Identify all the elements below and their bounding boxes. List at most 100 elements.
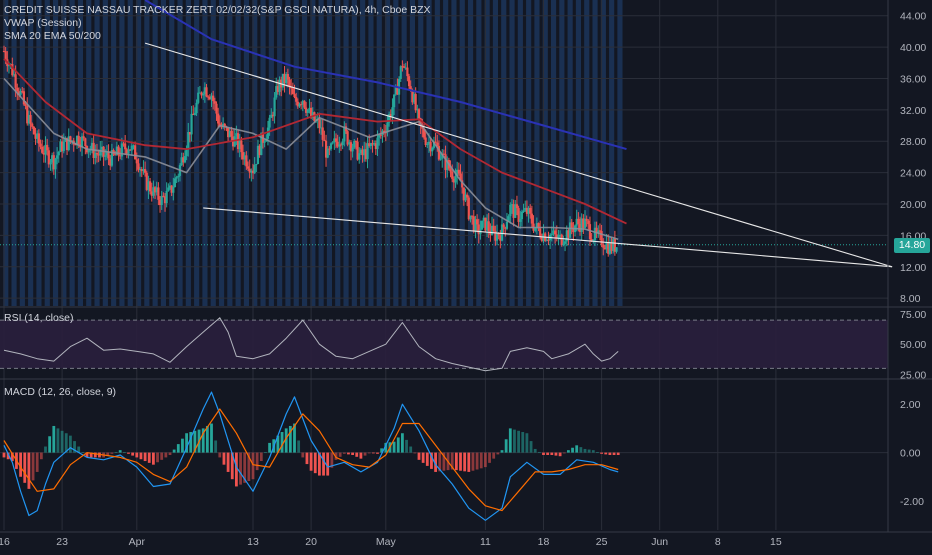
candle-body	[386, 122, 389, 133]
candle-body	[313, 112, 316, 122]
session-band	[418, 0, 424, 306]
candle-body	[107, 152, 110, 159]
candle-body	[449, 168, 452, 172]
macd-histogram-bar	[442, 452, 446, 471]
time-tick-label: 11	[480, 536, 491, 548]
macd-histogram-bar	[181, 438, 184, 453]
candle-body	[363, 149, 366, 156]
candle-body	[401, 66, 404, 68]
ma-legend[interactable]: SMA 20 EMA 50/200	[4, 30, 101, 42]
symbol-title[interactable]: CREDIT SUISSE NASSAU TRACKER ZERT 02/02/…	[4, 4, 431, 16]
macd-histogram-bar	[496, 452, 500, 455]
candle-body	[500, 224, 504, 241]
macd-histogram-bar	[463, 452, 467, 472]
candle-body	[464, 194, 467, 201]
session-band	[169, 0, 175, 306]
macd-histogram-bar	[268, 442, 271, 453]
macd-histogram-bar	[235, 452, 238, 487]
session-band	[409, 0, 416, 306]
session-band	[550, 0, 557, 306]
session-band	[310, 0, 316, 306]
candle-body	[117, 146, 120, 156]
candle-body	[612, 239, 615, 251]
candle-body	[213, 101, 216, 104]
macd-histogram-bar	[612, 452, 616, 455]
candle-body	[552, 230, 555, 234]
candle-body	[147, 181, 150, 190]
candle-body	[512, 204, 515, 218]
macd-histogram-bar	[616, 452, 620, 455]
price-tick-label: 36.00	[900, 73, 926, 85]
macd-tick-label: 0.00	[900, 448, 921, 460]
macd-histogram-bar	[430, 452, 433, 469]
price-tick-label: 32.00	[900, 105, 926, 117]
candle-body	[389, 114, 392, 118]
candle-body	[358, 153, 361, 160]
candle-body	[291, 88, 294, 95]
session-band	[617, 0, 623, 306]
candle-body	[57, 151, 60, 156]
macd-histogram-bar	[226, 452, 230, 472]
macd-histogram-bar	[513, 429, 516, 453]
candle-body	[349, 142, 353, 152]
macd-histogram-bar	[251, 452, 255, 480]
candle-body	[378, 134, 381, 138]
session-band	[467, 0, 474, 306]
candle-body	[457, 169, 460, 174]
candle-body	[139, 169, 142, 171]
candle-body	[134, 145, 137, 160]
candle-body	[160, 195, 163, 206]
candle-body	[251, 170, 255, 174]
candle-body	[379, 134, 382, 136]
candle-body	[278, 79, 281, 92]
macd-histogram-bar	[10, 452, 14, 462]
session-band	[36, 0, 42, 306]
candle-body	[100, 146, 104, 150]
candle-body	[414, 94, 417, 111]
candle-body	[271, 114, 275, 117]
macd-legend[interactable]: MACD (12, 26, close, 9)	[4, 386, 117, 398]
session-band	[293, 0, 299, 306]
candle-body	[12, 74, 16, 76]
macd-histogram-bar	[367, 452, 371, 454]
candle-body	[319, 127, 323, 129]
price-tick-label: 12.00	[900, 262, 926, 274]
rsi-legend[interactable]: RSI (14, close)	[4, 312, 74, 324]
macd-histogram-bar	[359, 452, 363, 459]
candle-body	[163, 196, 167, 204]
macd-histogram-bar	[454, 452, 458, 471]
candle-body	[505, 221, 509, 229]
macd-histogram-bar	[334, 452, 338, 460]
candle-body	[162, 195, 165, 197]
candle-body	[305, 107, 308, 113]
candle-body	[504, 227, 507, 229]
candle-body	[412, 94, 416, 103]
candle-body	[241, 152, 245, 160]
vwap-legend[interactable]: VWAP (Session)	[4, 17, 82, 29]
candle-body	[560, 234, 563, 246]
macd-histogram-bar	[558, 452, 562, 457]
candle-body	[87, 150, 90, 153]
time-tick-label: 18	[538, 536, 550, 548]
candle-body	[572, 228, 575, 233]
candle-body	[276, 86, 279, 92]
ema200-line	[144, 0, 627, 151]
candle-body	[210, 95, 213, 100]
candle-body	[238, 140, 241, 150]
price-tick-label: 24.00	[900, 168, 926, 180]
candle-body	[170, 185, 173, 193]
rsi-tick-label: 25.00	[900, 369, 926, 381]
candle-body	[597, 230, 600, 233]
time-tick-label: 15	[770, 536, 782, 548]
rsi-band-fill	[0, 320, 888, 369]
session-band	[210, 0, 216, 306]
macd-histogram-bar	[326, 452, 330, 476]
session-band	[501, 0, 507, 306]
candle-body	[426, 143, 429, 145]
candle-body	[34, 134, 37, 139]
candle-body	[172, 187, 175, 193]
candle-body	[442, 153, 445, 155]
session-band	[177, 0, 183, 306]
